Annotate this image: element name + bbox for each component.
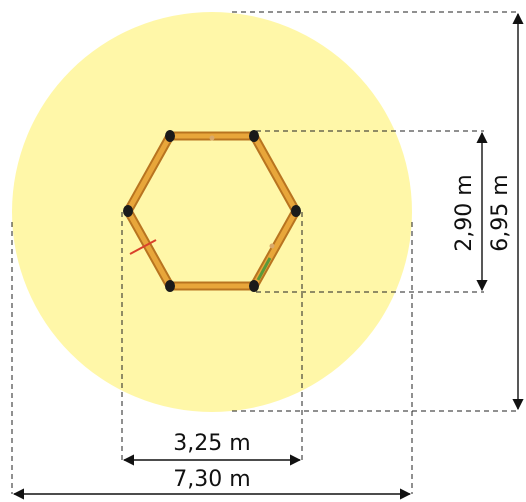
connector-bottom-right (249, 280, 259, 292)
label-inner-width: 3,25 m (173, 431, 250, 456)
connector-top-right (249, 130, 259, 142)
bolt-detail (269, 243, 275, 249)
extension-lines (11, 11, 520, 494)
connector-bottom-left (165, 280, 175, 292)
label-inner-height: 2,90 m (452, 174, 477, 251)
red-marker (129, 239, 157, 255)
dimension-lines (12, 12, 524, 500)
connector-right (291, 205, 301, 217)
connector-top-left (165, 130, 175, 142)
connector-left (123, 205, 133, 217)
corner-connectors (123, 130, 301, 292)
label-outer-height: 6,95 m (488, 174, 513, 251)
bolt-detail (209, 135, 215, 141)
safety-zone (12, 12, 412, 412)
green-marker (256, 257, 272, 281)
label-outer-width: 7,30 m (173, 467, 250, 492)
